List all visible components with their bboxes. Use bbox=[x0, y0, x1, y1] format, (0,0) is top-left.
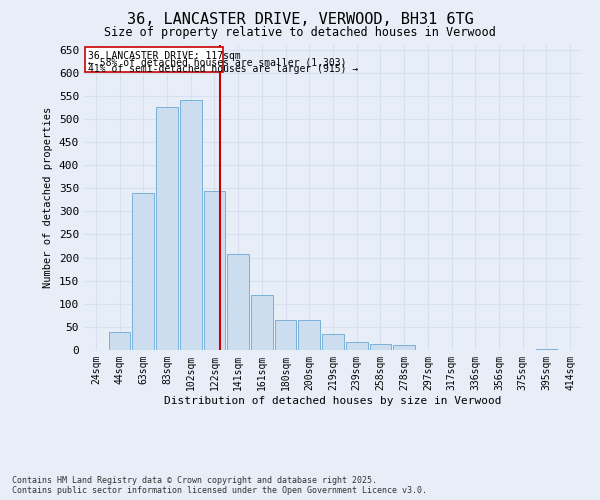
Bar bbox=[227, 254, 249, 350]
Bar bbox=[393, 346, 415, 350]
Text: 36 LANCASTER DRIVE: 117sqm: 36 LANCASTER DRIVE: 117sqm bbox=[88, 52, 241, 62]
Bar bbox=[203, 190, 226, 350]
Bar bbox=[322, 334, 344, 350]
Bar bbox=[346, 342, 368, 350]
Text: 41% of semi-detached houses are larger (915) →: 41% of semi-detached houses are larger (… bbox=[88, 64, 358, 74]
Bar bbox=[275, 320, 296, 350]
FancyBboxPatch shape bbox=[85, 47, 223, 72]
Bar bbox=[180, 100, 202, 350]
Bar bbox=[536, 349, 557, 350]
Bar bbox=[370, 344, 391, 350]
X-axis label: Distribution of detached houses by size in Verwood: Distribution of detached houses by size … bbox=[164, 396, 502, 406]
Bar bbox=[298, 320, 320, 350]
Bar bbox=[156, 108, 178, 350]
Text: Size of property relative to detached houses in Verwood: Size of property relative to detached ho… bbox=[104, 26, 496, 39]
Bar bbox=[251, 296, 273, 350]
Y-axis label: Number of detached properties: Number of detached properties bbox=[43, 107, 53, 288]
Text: 36, LANCASTER DRIVE, VERWOOD, BH31 6TG: 36, LANCASTER DRIVE, VERWOOD, BH31 6TG bbox=[127, 12, 473, 28]
Text: Contains HM Land Registry data © Crown copyright and database right 2025.
Contai: Contains HM Land Registry data © Crown c… bbox=[12, 476, 427, 495]
Bar bbox=[133, 193, 154, 350]
Text: ← 58% of detached houses are smaller (1,303): ← 58% of detached houses are smaller (1,… bbox=[88, 58, 346, 68]
Bar bbox=[109, 332, 130, 350]
